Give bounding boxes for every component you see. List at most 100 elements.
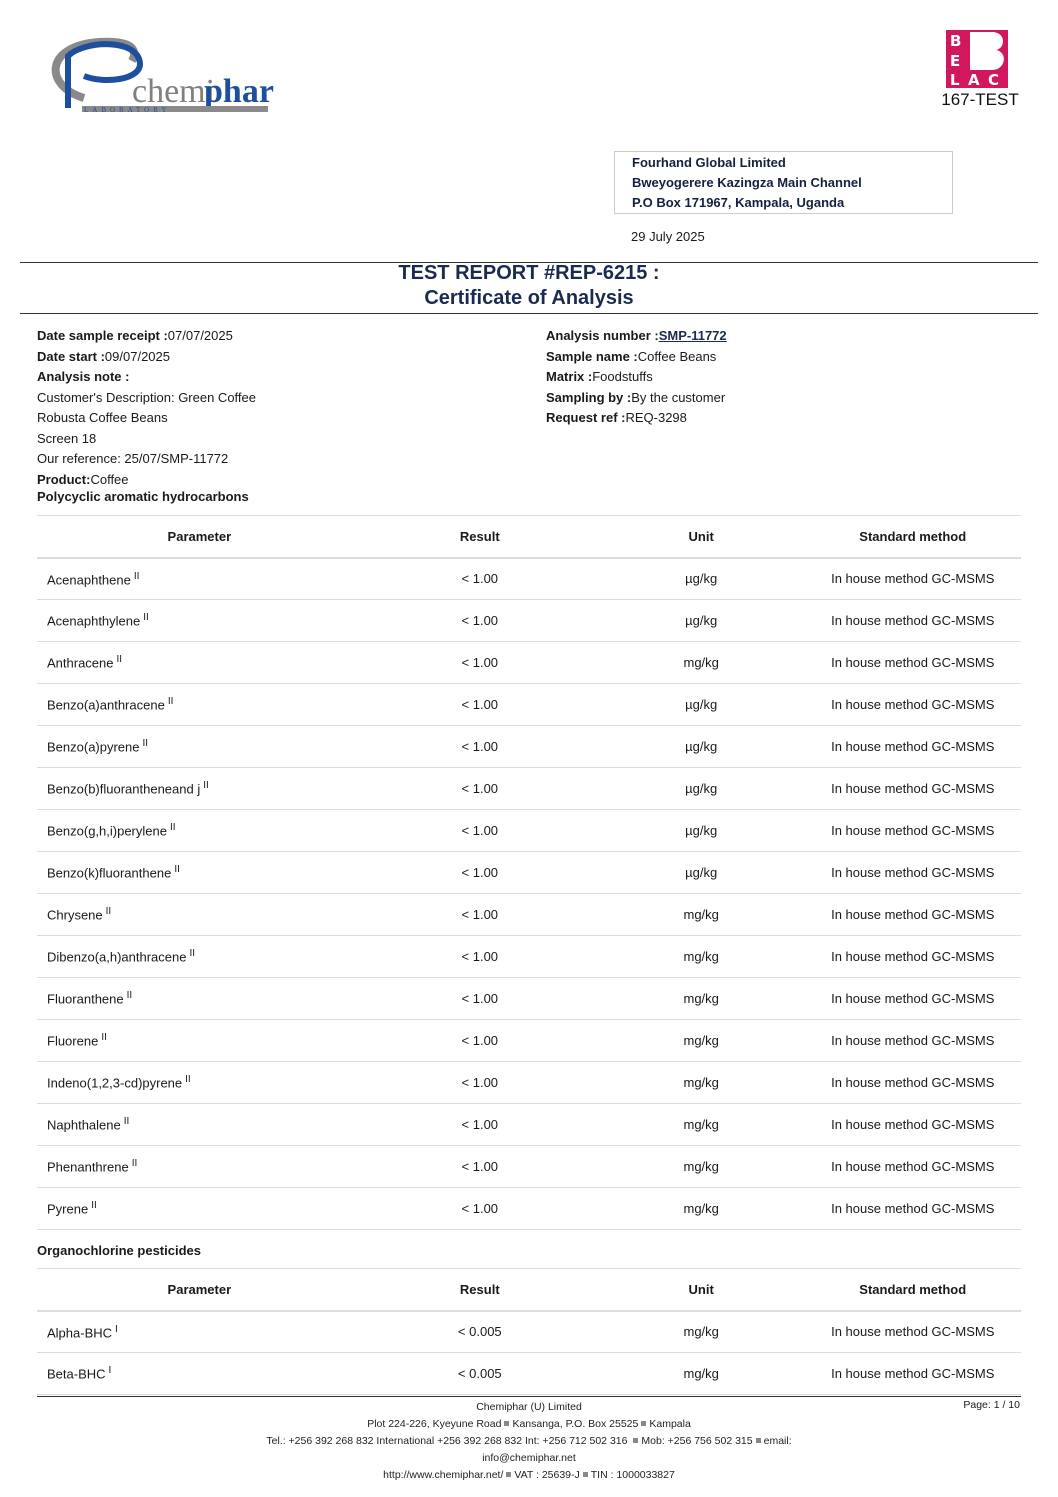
results-table: Parameter Result Unit Standard method Alpha-… — [37, 1268, 1021, 1395]
accreditation-mark: II — [142, 738, 149, 750]
footer-address: Kansanga, P.O. Box 25525 — [512, 1418, 639, 1430]
accreditation-mark: II — [105, 906, 112, 918]
parameter-cell: Pyrene II — [37, 1187, 362, 1230]
parameter-name: Benzo(a)pyrene — [47, 739, 140, 755]
accreditation-mark: II — [131, 1158, 138, 1170]
parameter-cell: Anthracene II — [37, 641, 362, 684]
result-cell: < 1.00 — [361, 893, 598, 936]
start-label: Date start : — [37, 348, 105, 364]
parameter-name: Benzo(a)anthracene — [47, 697, 165, 713]
parameter-name: Fluorene — [47, 1033, 99, 1049]
result-cell: < 1.00 — [361, 935, 598, 978]
unit-cell: mg/kg — [597, 935, 805, 978]
parameter-cell: Benzo(a)pyrene II — [37, 725, 362, 768]
unit-cell: mg/kg — [597, 893, 805, 936]
parameter-cell: Dibenzo(a,h)anthracene II — [37, 935, 362, 978]
parameter-name: Dibenzo(a,h)anthracene — [47, 949, 187, 965]
sampling-label: Sampling by : — [546, 389, 632, 405]
receipt-label: Date sample receipt : — [37, 328, 168, 343]
table-row: Naphthalene II < 1.00 mg/kg In house method … — [37, 1103, 1021, 1146]
note-line: Robusta Coffee Beans — [37, 410, 168, 425]
product-value: Coffee — [90, 471, 129, 487]
parameter-name: Chrysene — [47, 907, 103, 923]
report-date: 29 July 2025 — [631, 229, 705, 244]
accreditation-mark: II — [116, 654, 123, 666]
footer-vat: VAT : 25639-J — [514, 1469, 580, 1481]
method-cell: In house method GC-MSMS — [804, 809, 1021, 852]
analysis-number-link[interactable]: SMP-11772 — [658, 328, 727, 343]
footer-website[interactable]: http://www.chemiphar.net/ — [383, 1469, 504, 1481]
table-row: Chrysene II < 1.00 mg/kg In house method GC-… — [37, 893, 1021, 936]
recipient-street: Bweyogerere Kazingza Main Channel — [632, 175, 862, 190]
method-cell: In house method GC-MSMS — [804, 1061, 1021, 1104]
matrix-value: Foodstuffs — [592, 369, 653, 384]
accreditation-mark: II — [203, 780, 209, 792]
recipient-name: Fourhand Global Limited — [632, 155, 786, 170]
method-cell: In house method GC-MSMS — [804, 767, 1021, 810]
footer-company: Chemiphar (U) Limited — [476, 1401, 582, 1413]
method-cell: In house method GC-MSMS — [804, 893, 1021, 936]
sample-info-right: Analysis number :SMP-11772 Sample name :… — [546, 326, 727, 429]
footer-mobile: Mob: +256 756 502 315 — [641, 1435, 753, 1447]
divider — [20, 262, 1038, 263]
column-header: Parameter — [37, 515, 362, 559]
result-cell: < 0.005 — [361, 1310, 598, 1353]
parameter-name: Acenaphthene — [47, 571, 131, 587]
accreditation-mark: II — [126, 990, 133, 1002]
method-cell: In house method GC-MSMS — [804, 725, 1021, 768]
unit-cell: µg/kg — [597, 851, 805, 894]
parameter-cell: Benzo(k)fluoranthene II — [37, 851, 362, 894]
parameter-name: Alpha-BHC — [47, 1324, 113, 1340]
unit-cell: µg/kg — [597, 557, 805, 600]
table-row: Alpha-BHC I < 0.005 mg/kg In house method GC… — [37, 1310, 1021, 1353]
parameter-name: Indeno(1,2,3-cd)pyrene — [47, 1075, 183, 1091]
unit-cell: mg/kg — [597, 1103, 805, 1146]
result-cell: < 1.00 — [361, 1145, 598, 1188]
unit-cell: µg/kg — [597, 809, 805, 852]
result-cell: < 1.00 — [361, 1187, 598, 1230]
svg-text:C: C — [988, 71, 999, 88]
parameter-name: Beta-BHC — [47, 1366, 106, 1382]
results-table: Parameter Result Unit Standard method Acenap… — [37, 515, 1021, 1230]
svg-text:A: A — [968, 71, 980, 88]
sample-name: Coffee Beans — [637, 348, 717, 364]
result-cell: < 1.00 — [361, 809, 598, 852]
method-cell: In house method GC-MSMS — [804, 935, 1021, 978]
method-cell: In house method GC-MSMS — [804, 1352, 1021, 1395]
result-cell: < 1.00 — [361, 1019, 598, 1062]
parameter-cell: Acenaphthylene II — [37, 599, 362, 642]
analysis-note-label: Analysis note : — [37, 369, 130, 384]
parameter-name: Fluoranthene — [47, 991, 124, 1007]
parameter-name: Phenanthrene — [47, 1159, 129, 1175]
table-row: Benzo(a)anthracene II < 1.00 µg/kg In house … — [37, 683, 1021, 726]
result-cell: < 1.00 — [361, 557, 598, 600]
table-row: Dibenzo(a,h)anthracene II < 1.00 mg/kg In ho… — [37, 935, 1021, 978]
parameter-cell: Benzo(a)anthracene II — [37, 683, 362, 726]
footer-address: Plot 224-226, Kyeyune Road — [367, 1418, 502, 1430]
parameter-cell: Alpha-BHC I — [37, 1310, 362, 1353]
parameter-cell: Benzo(b)fluorantheneand j II — [37, 767, 362, 810]
column-header: Parameter — [37, 1268, 362, 1312]
column-header: Result — [361, 515, 598, 559]
unit-cell: mg/kg — [597, 1145, 805, 1188]
method-cell: In house method GC-MSMS — [804, 977, 1021, 1020]
unit-cell: mg/kg — [597, 1019, 805, 1062]
section-title: Polycyclic aromatic hydrocarbons — [37, 489, 249, 504]
note-line: Customer's Description: Green Coffee — [37, 389, 257, 405]
table-row: Benzo(g,h,i)perylene II < 1.00 µg/kg In hous… — [37, 809, 1021, 852]
accreditation-mark: II — [185, 1074, 191, 1086]
footer-email[interactable]: info@chemiphar.net — [482, 1452, 576, 1464]
method-cell: In house method GC-MSMS — [804, 1145, 1021, 1188]
chemiphar-logo: chemi phar LABORATORY — [44, 36, 274, 116]
result-cell: < 1.00 — [361, 683, 598, 726]
sampling-value: By the customer — [631, 389, 726, 405]
method-cell: In house method GC-MSMS — [804, 641, 1021, 684]
accreditation-mark: II — [169, 822, 176, 834]
parameter-cell: Phenanthrene II — [37, 1145, 362, 1188]
method-cell: In house method GC-MSMS — [804, 683, 1021, 726]
svg-text:L: L — [950, 71, 960, 88]
column-header: Standard method — [804, 515, 1021, 559]
column-header: Standard method — [804, 1268, 1021, 1312]
svg-text:B: B — [950, 32, 961, 50]
